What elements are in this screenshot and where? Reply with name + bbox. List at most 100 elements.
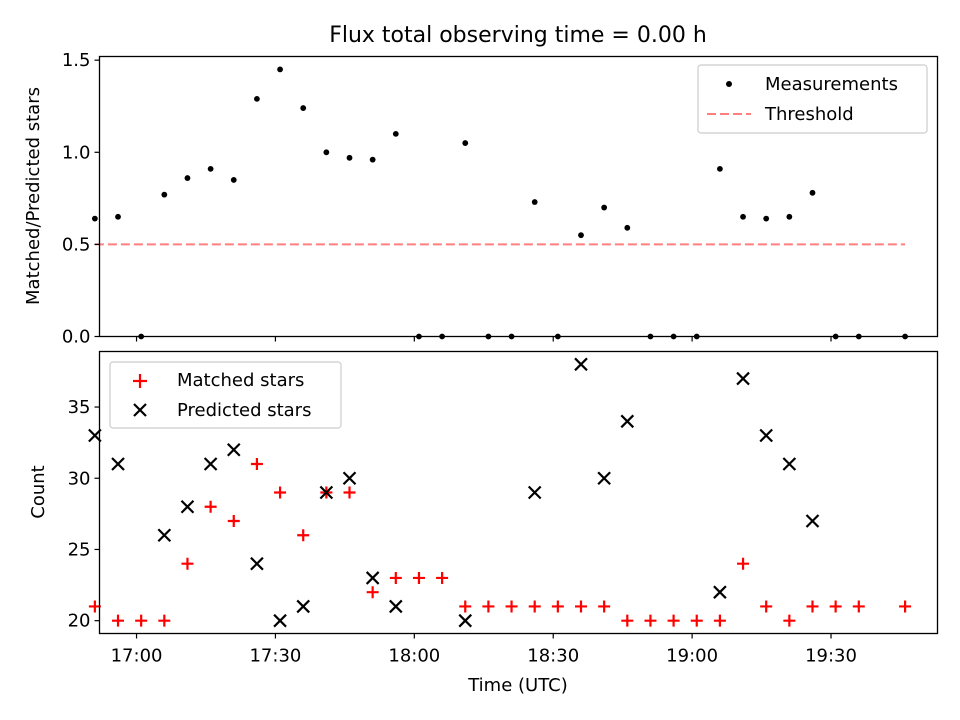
predicted-stars-point (342, 471, 357, 486)
matched-stars-point (181, 557, 194, 570)
predicted-stars-point (365, 571, 380, 585)
legend-predicted-marker (133, 403, 147, 417)
measurements-point (91, 215, 98, 222)
matched-stars-point (343, 486, 356, 499)
measurements-point (531, 199, 538, 205)
predicted-stars-point (458, 613, 473, 628)
measurements-point (392, 130, 399, 137)
predicted-stars-point (226, 442, 241, 457)
matched-stars-point (760, 600, 773, 613)
matched-stars-point (528, 600, 541, 613)
predicted-stars-point (273, 613, 287, 628)
measurements-point (716, 165, 723, 172)
matched-stars-point (459, 600, 472, 613)
predicted-stars-point (574, 357, 588, 372)
matched-stars-point (621, 614, 634, 627)
matched-stars-point (551, 600, 564, 613)
y-tick-label: 25 (68, 539, 91, 560)
matched-stars-point (297, 529, 310, 542)
predicted-stars-point (527, 485, 542, 500)
measurements-point (462, 140, 469, 146)
x-tick-label: 19:00 (666, 646, 718, 667)
ratio-plot-frame (98, 55, 939, 338)
matched-stars-point (135, 614, 148, 627)
predicted-stars-point (597, 471, 611, 486)
matched-stars-point (713, 614, 726, 627)
predicted-stars-point (620, 414, 635, 429)
ratio-y-axis-label: Matched/Predicted stars (23, 87, 44, 305)
ratio-legend: Measurements Threshold (697, 64, 928, 134)
matched-stars-point (227, 514, 240, 527)
matched-stars-point (852, 600, 865, 613)
measurements-point (786, 213, 793, 220)
y-tick-label: 1.0 (62, 142, 91, 163)
predicted-stars-point (736, 371, 750, 386)
legend-threshold-label: Threshold (764, 104, 854, 125)
ratio-axes: 0.0 0.5 1.0 1.5 (62, 50, 832, 348)
count-x-axis-label: Time (UTC) (467, 675, 568, 696)
predicted-stars-point (389, 599, 403, 614)
matched-stars-point (158, 614, 171, 627)
y-tick-label: 30 (68, 468, 91, 489)
chart-title: Flux total observing time = 0.00 h (329, 23, 707, 48)
legend-matched-marker (133, 374, 147, 388)
measurements-point (323, 149, 330, 156)
y-tick-label: 0.5 (62, 234, 91, 255)
count-panel: Count Time (UTC) 20 25 30 35 17:00 17:30 18:00… (28, 350, 939, 696)
legend-predicted-label: Predicted stars (177, 400, 311, 421)
legend-matched-label: Matched stars (177, 370, 304, 391)
measurements-point (300, 105, 307, 111)
predicted-stars-point (759, 428, 773, 443)
matched-stars-point (412, 571, 425, 584)
matched-stars-point (274, 486, 287, 499)
predicted-stars-point (713, 585, 727, 599)
x-tick-label: 19:30 (805, 646, 857, 667)
predicted-stars-point (805, 514, 820, 528)
matched-stars-point (250, 458, 263, 471)
predicted-stars-point (319, 485, 334, 500)
ratio-panel: Flux total observing time = 0.00 h Match… (23, 23, 939, 348)
matched-stars-point (598, 600, 611, 613)
count-y-axis-label: Count (28, 465, 49, 518)
matched-stars-point (899, 600, 912, 613)
matched-stars-point (482, 600, 495, 613)
count-legend: Matched stars Predicted stars (109, 361, 342, 429)
y-tick-label: 20 (68, 611, 91, 632)
matched-stars-point (204, 500, 217, 513)
predicted-stars-point (782, 457, 797, 471)
measurements-point (578, 232, 584, 239)
legend-measurements-label: Measurements (765, 74, 898, 95)
matched-stars-point (806, 600, 819, 613)
predicted-stars-point (180, 499, 195, 514)
matched-stars-point (575, 600, 588, 613)
count-plot-frame (98, 350, 939, 635)
predicted-stars-point (296, 599, 310, 614)
measurements-point (161, 191, 168, 198)
count-axes: 20 25 30 35 17:00 17:30 18:00 18:30 19:00 19:30 (68, 397, 857, 666)
predicted-stars-point (203, 457, 218, 471)
predicted-stars-point (157, 528, 172, 543)
x-tick-label: 18:30 (527, 646, 579, 667)
measurements-point (763, 215, 770, 222)
matched-stars-point (644, 614, 657, 627)
matched-stars-point (783, 614, 796, 627)
predicted-stars-point (250, 556, 264, 571)
measurements-point (624, 224, 631, 231)
predicted-stars-point (111, 457, 125, 471)
x-tick-label: 17:30 (249, 646, 301, 667)
count-legend-box (109, 361, 342, 429)
x-tick-label: 18:00 (388, 646, 440, 667)
y-tick-label: 0.0 (62, 327, 91, 348)
measurements-point (230, 177, 237, 183)
matched-stars-point (690, 614, 703, 627)
matched-stars-point (829, 600, 842, 613)
matched-stars-point (436, 571, 449, 584)
matched-stars-point (667, 614, 680, 627)
measurements-point (369, 156, 376, 163)
y-tick-label: 1.5 (62, 50, 91, 71)
measurements-point (207, 165, 214, 172)
ratio-legend-box (697, 64, 928, 134)
count-marks (88, 357, 912, 628)
measurements-point (601, 204, 608, 211)
